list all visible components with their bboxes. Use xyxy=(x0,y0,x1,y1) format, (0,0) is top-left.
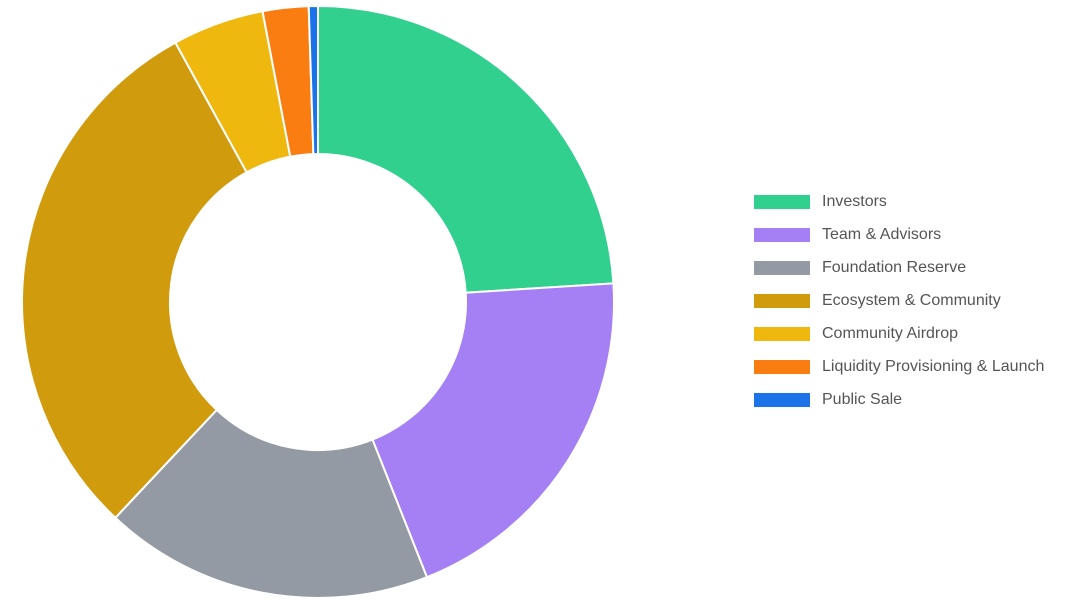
legend-swatch[interactable] xyxy=(754,327,810,341)
slice xyxy=(371,282,615,579)
legend-swatch[interactable] xyxy=(754,294,810,308)
legend-label[interactable]: Community Airdrop xyxy=(822,325,958,342)
legend-label[interactable]: Team & Advisors xyxy=(822,226,941,243)
legend-label[interactable]: Public Sale xyxy=(822,391,902,408)
legend-label[interactable]: Ecosystem & Community xyxy=(822,292,1001,309)
slice xyxy=(317,4,615,294)
legend-swatch[interactable] xyxy=(754,360,810,374)
slice xyxy=(113,408,429,599)
slice xyxy=(307,4,319,156)
legend-swatch[interactable] xyxy=(754,261,810,275)
legend-label[interactable]: Foundation Reserve xyxy=(822,259,966,276)
legend-label[interactable]: Investors xyxy=(822,193,887,210)
legend-label[interactable]: Liquidity Provisioning & Launch xyxy=(822,358,1044,375)
legend-swatch[interactable] xyxy=(754,195,810,209)
legend-swatch[interactable] xyxy=(754,228,810,242)
legend-swatch[interactable] xyxy=(754,393,810,407)
slice xyxy=(21,41,249,520)
